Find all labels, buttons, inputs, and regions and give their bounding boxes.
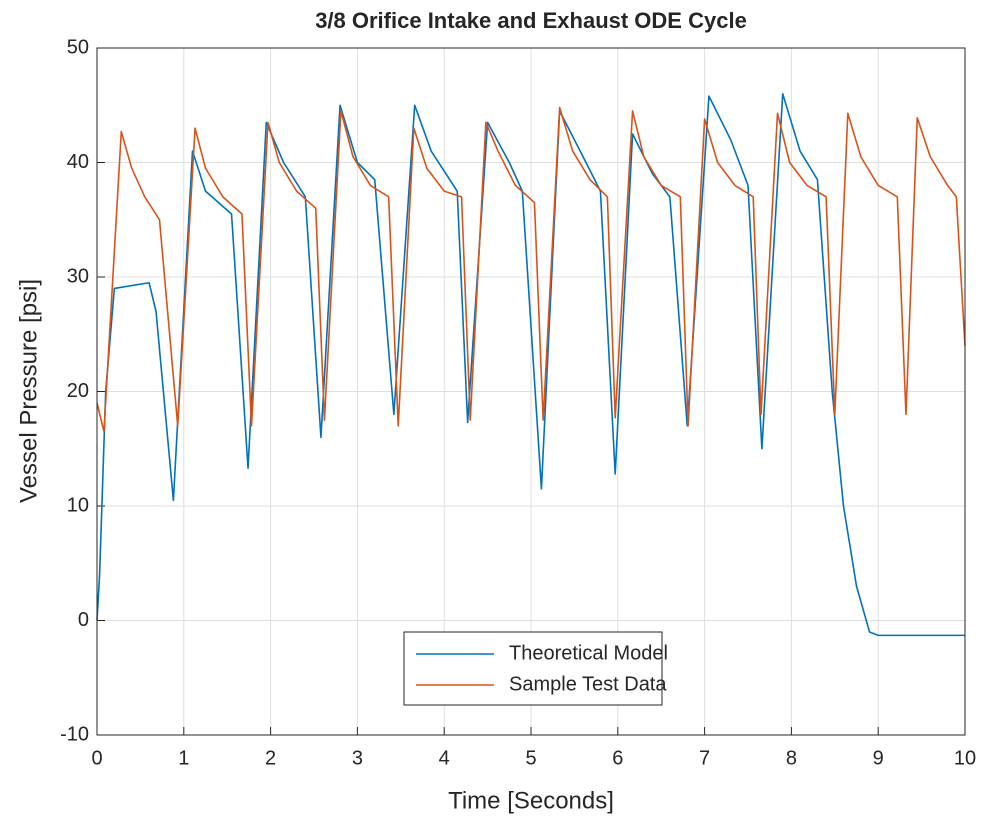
y-tick-label: 50 (67, 36, 89, 58)
y-tick-label: 0 (78, 609, 89, 631)
x-axis-label: Time [Seconds] (448, 787, 614, 814)
y-tick-label: 30 (67, 265, 89, 287)
x-tick-label: 2 (265, 747, 276, 769)
x-tick-label: 10 (954, 747, 976, 769)
y-tick-label: 20 (67, 380, 89, 402)
y-tick-label: -10 (60, 723, 89, 745)
x-tick-label: 3 (352, 747, 363, 769)
chart-title: 3/8 Orifice Intake and Exhaust ODE Cycle (315, 8, 747, 33)
x-tick-label: 9 (873, 747, 884, 769)
legend-label: Theoretical Model (509, 642, 668, 664)
x-tick-label: 6 (612, 747, 623, 769)
x-tick-label: 4 (439, 747, 450, 769)
x-tick-label: 1 (178, 747, 189, 769)
x-tick-label: 5 (525, 747, 536, 769)
legend-label: Sample Test Data (509, 673, 667, 695)
x-tick-label: 8 (786, 747, 797, 769)
y-axis-label: Vessel Pressure [psi] (15, 279, 42, 503)
plot-frame (96, 47, 966, 736)
y-tick-label: 10 (67, 494, 89, 516)
x-tick-label: 0 (91, 747, 102, 769)
x-tick-label: 7 (699, 747, 710, 769)
series-line (96, 106, 966, 433)
y-tick-label: 40 (67, 151, 89, 173)
legend-box (403, 631, 663, 706)
series-line (96, 93, 965, 637)
